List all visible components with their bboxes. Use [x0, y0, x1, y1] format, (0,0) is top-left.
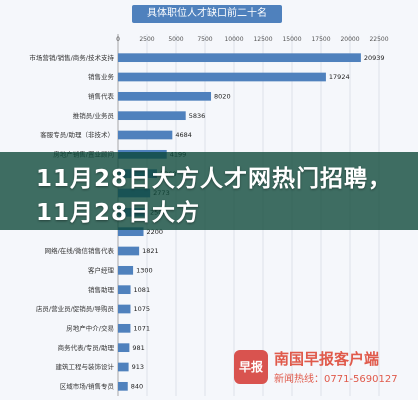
category-label: 房地产中介/交易 [66, 324, 114, 333]
bar [118, 362, 129, 372]
x-tick-label: 0 [116, 36, 120, 43]
x-tick-label: 7500 [197, 36, 212, 43]
category-label: 推销员/业务员 [73, 111, 115, 120]
x-tick-label: 20000 [340, 36, 359, 43]
bar [118, 323, 131, 333]
value-label: 8020 [214, 93, 231, 101]
value-label: 20939 [364, 54, 385, 62]
category-label: 客服专员/助理（非技术） [40, 130, 114, 139]
x-tick-label: 22500 [369, 36, 388, 43]
category-label: 销售代表 [88, 92, 115, 101]
x-tick-label: 17500 [311, 36, 330, 43]
value-label: 840 [131, 383, 143, 391]
category-label: 商务代表/专员/助理 [58, 343, 115, 352]
bar [118, 130, 173, 140]
bar [118, 91, 212, 101]
bar [118, 53, 361, 63]
news-logo-icon: 早报 [234, 350, 268, 384]
x-tick-label: 12500 [253, 36, 272, 43]
watermark: 早报 南国早报客户端 新闻热线：0771-5690127 [234, 348, 412, 390]
bar [118, 304, 131, 314]
watermark-name: 南国早报客户端 [274, 350, 380, 368]
bar [118, 265, 134, 275]
category-label: 建筑工程与装饰设计 [56, 362, 115, 371]
x-tick-label: 15000 [282, 36, 301, 43]
x-tick-label: 5000 [168, 36, 183, 43]
watermark-phone: 新闻热线：0771-5690127 [274, 374, 398, 385]
bar [118, 285, 131, 295]
x-tick-label: 10000 [224, 36, 243, 43]
value-label: 1071 [133, 325, 150, 333]
bar [118, 343, 130, 353]
headline-text: 11月28日大方人才网热门招聘，11月28日大方 [36, 166, 393, 226]
bar [118, 227, 144, 237]
value-label: 2200 [147, 228, 164, 236]
bar [118, 111, 186, 121]
value-label: 913 [132, 363, 144, 371]
category-label: 区域市场/销售专员 [60, 382, 115, 391]
value-label: 1821 [142, 247, 159, 255]
x-tick-label: 2500 [139, 36, 154, 43]
bar [118, 246, 140, 256]
value-label: 4684 [175, 131, 192, 139]
category-label: 销售助理 [88, 285, 115, 294]
value-label: 981 [132, 344, 144, 352]
category-label: 市场营销/销售/商务/技术支持 [29, 53, 114, 62]
value-label: 17924 [329, 73, 350, 81]
bar [118, 381, 128, 391]
value-label: 1300 [136, 267, 153, 275]
chart-title: 具体职位人才缺口前二十名 [132, 5, 282, 23]
value-label: 5836 [189, 112, 206, 120]
category-label: 网络/在线/微信销售代表 [45, 246, 115, 255]
bar [118, 72, 326, 82]
value-label: 1081 [134, 286, 151, 294]
value-label: 1075 [133, 305, 150, 313]
category-label: 客户经理 [88, 266, 115, 275]
category-label: 销售业务 [88, 72, 115, 81]
category-label: 店员/营业员/促销员/导购员 [36, 304, 115, 313]
headline-banner [0, 152, 418, 230]
